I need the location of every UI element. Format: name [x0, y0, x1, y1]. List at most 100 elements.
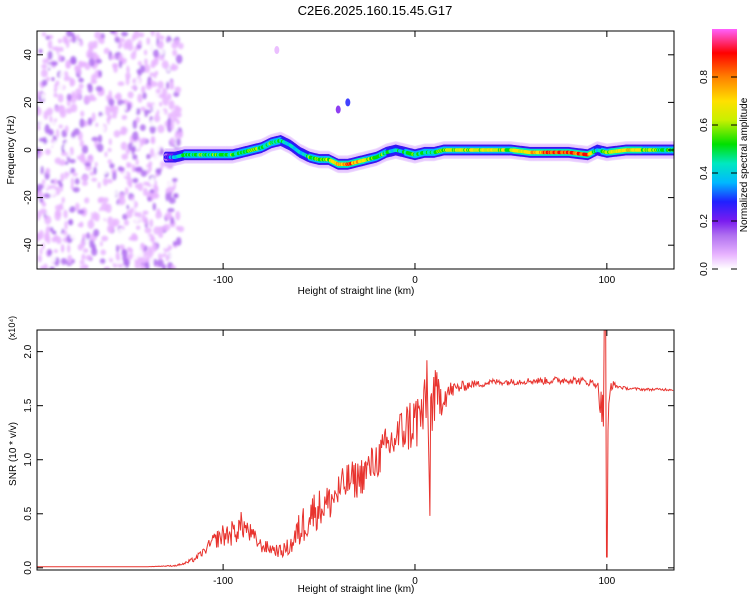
y-tick-label: -40: [23, 238, 34, 253]
noise-blob: [109, 31, 116, 35]
noise-blob: [98, 198, 104, 204]
noise-blob: [103, 211, 108, 220]
noise-blob: [157, 226, 165, 234]
noise-blob: [161, 60, 169, 69]
noise-blob: [55, 209, 62, 218]
noise-blob: [106, 116, 111, 125]
noise-blob: [155, 168, 162, 173]
x-tick-label: -100: [213, 275, 233, 286]
noise-blob: [153, 73, 157, 79]
noise-blob: [143, 49, 148, 56]
noise-blob: [102, 177, 108, 186]
noise-blob: [87, 84, 93, 93]
noise-blob: [73, 127, 80, 136]
noise-blob: [63, 75, 71, 82]
noise-blob: [84, 162, 92, 167]
noise-blob: [134, 65, 141, 70]
noise-blob: [45, 148, 51, 156]
noise-blob: [60, 251, 68, 257]
noise-blob: [57, 54, 62, 63]
noise-blob: [40, 92, 45, 101]
noise-blob: [52, 46, 58, 51]
noise-blob: [144, 216, 148, 226]
colorbar-gradient: [712, 29, 737, 269]
noise-blob: [170, 172, 176, 180]
noise-blob: [136, 195, 140, 201]
noise-blob: [79, 140, 85, 148]
noise-blob: [105, 107, 111, 116]
noise-blob: [126, 209, 133, 219]
noise-blob: [74, 178, 80, 185]
noise-blob: [97, 134, 103, 143]
noise-blob: [51, 230, 57, 235]
noise-blob: [153, 157, 158, 168]
noise-blob: [100, 249, 107, 256]
noise-blob: [148, 161, 153, 167]
noise-blob: [45, 35, 50, 40]
noise-blob: [82, 263, 89, 269]
noise-blob: [44, 181, 49, 190]
noise-blob: [149, 147, 155, 158]
noise-blob: [41, 157, 46, 164]
noise-blob: [132, 253, 139, 260]
noise-blob: [87, 211, 92, 220]
noise-blob: [39, 197, 44, 204]
noise-blob: [39, 208, 47, 214]
noise-blob: [93, 229, 100, 237]
noise-blob: [63, 71, 69, 77]
noise-blob: [132, 145, 137, 152]
noise-blob: [126, 246, 133, 253]
noise-blob: [99, 173, 104, 183]
noise-blob: [112, 171, 117, 181]
noise-blob: [125, 148, 131, 155]
noise-blob: [123, 219, 130, 226]
noise-blob: [149, 257, 154, 267]
noise-blob: [156, 208, 161, 215]
noise-blob: [49, 266, 55, 269]
noise-blob: [58, 46, 64, 52]
noise-blob: [146, 83, 153, 88]
noise-blob: [174, 86, 182, 94]
isolated-feature: [274, 46, 280, 55]
noise-blob: [62, 202, 68, 209]
noise-blob: [75, 92, 81, 100]
snr-frame: [36, 329, 675, 571]
noise-blob: [107, 216, 114, 226]
noise-blob: [60, 216, 65, 223]
snr-line: [37, 330, 674, 568]
noise-blob: [42, 58, 49, 64]
noise-blob: [118, 59, 123, 69]
noise-blob: [86, 232, 91, 240]
noise-blob: [53, 92, 58, 98]
noise-blob: [177, 131, 183, 138]
spectrogram-y-label: Frequency (Hz): [6, 116, 17, 185]
noise-blob: [47, 249, 52, 257]
y-tick-label: 1.0: [23, 452, 34, 466]
noise-blob: [61, 159, 66, 164]
noise-blob: [94, 148, 99, 156]
noise-blob: [81, 192, 87, 198]
noise-blob: [119, 37, 126, 43]
noise-blob: [112, 218, 120, 227]
y-tick-label: 40: [23, 49, 34, 61]
noise-blob: [77, 222, 84, 228]
noise-blob: [50, 179, 55, 184]
noise-blob: [47, 159, 54, 168]
noise-blob: [135, 158, 139, 166]
noise-blob: [37, 107, 42, 116]
noise-blob: [126, 117, 132, 125]
noise-blob: [155, 88, 161, 94]
noise-blob: [76, 39, 80, 47]
noise-blob: [41, 32, 47, 37]
noise-blob: [102, 197, 109, 203]
noise-blob: [43, 193, 51, 199]
y-tick-label: -20: [23, 190, 34, 205]
noise-blob: [167, 117, 172, 126]
noise-blob: [65, 107, 73, 114]
figure-title: C2E6.2025.160.15.45.G17: [298, 3, 453, 18]
noise-blob: [37, 183, 44, 191]
noise-blob: [79, 260, 85, 265]
noise-blob: [134, 166, 141, 172]
noise-blob: [108, 254, 115, 259]
noise-blob: [157, 124, 165, 134]
